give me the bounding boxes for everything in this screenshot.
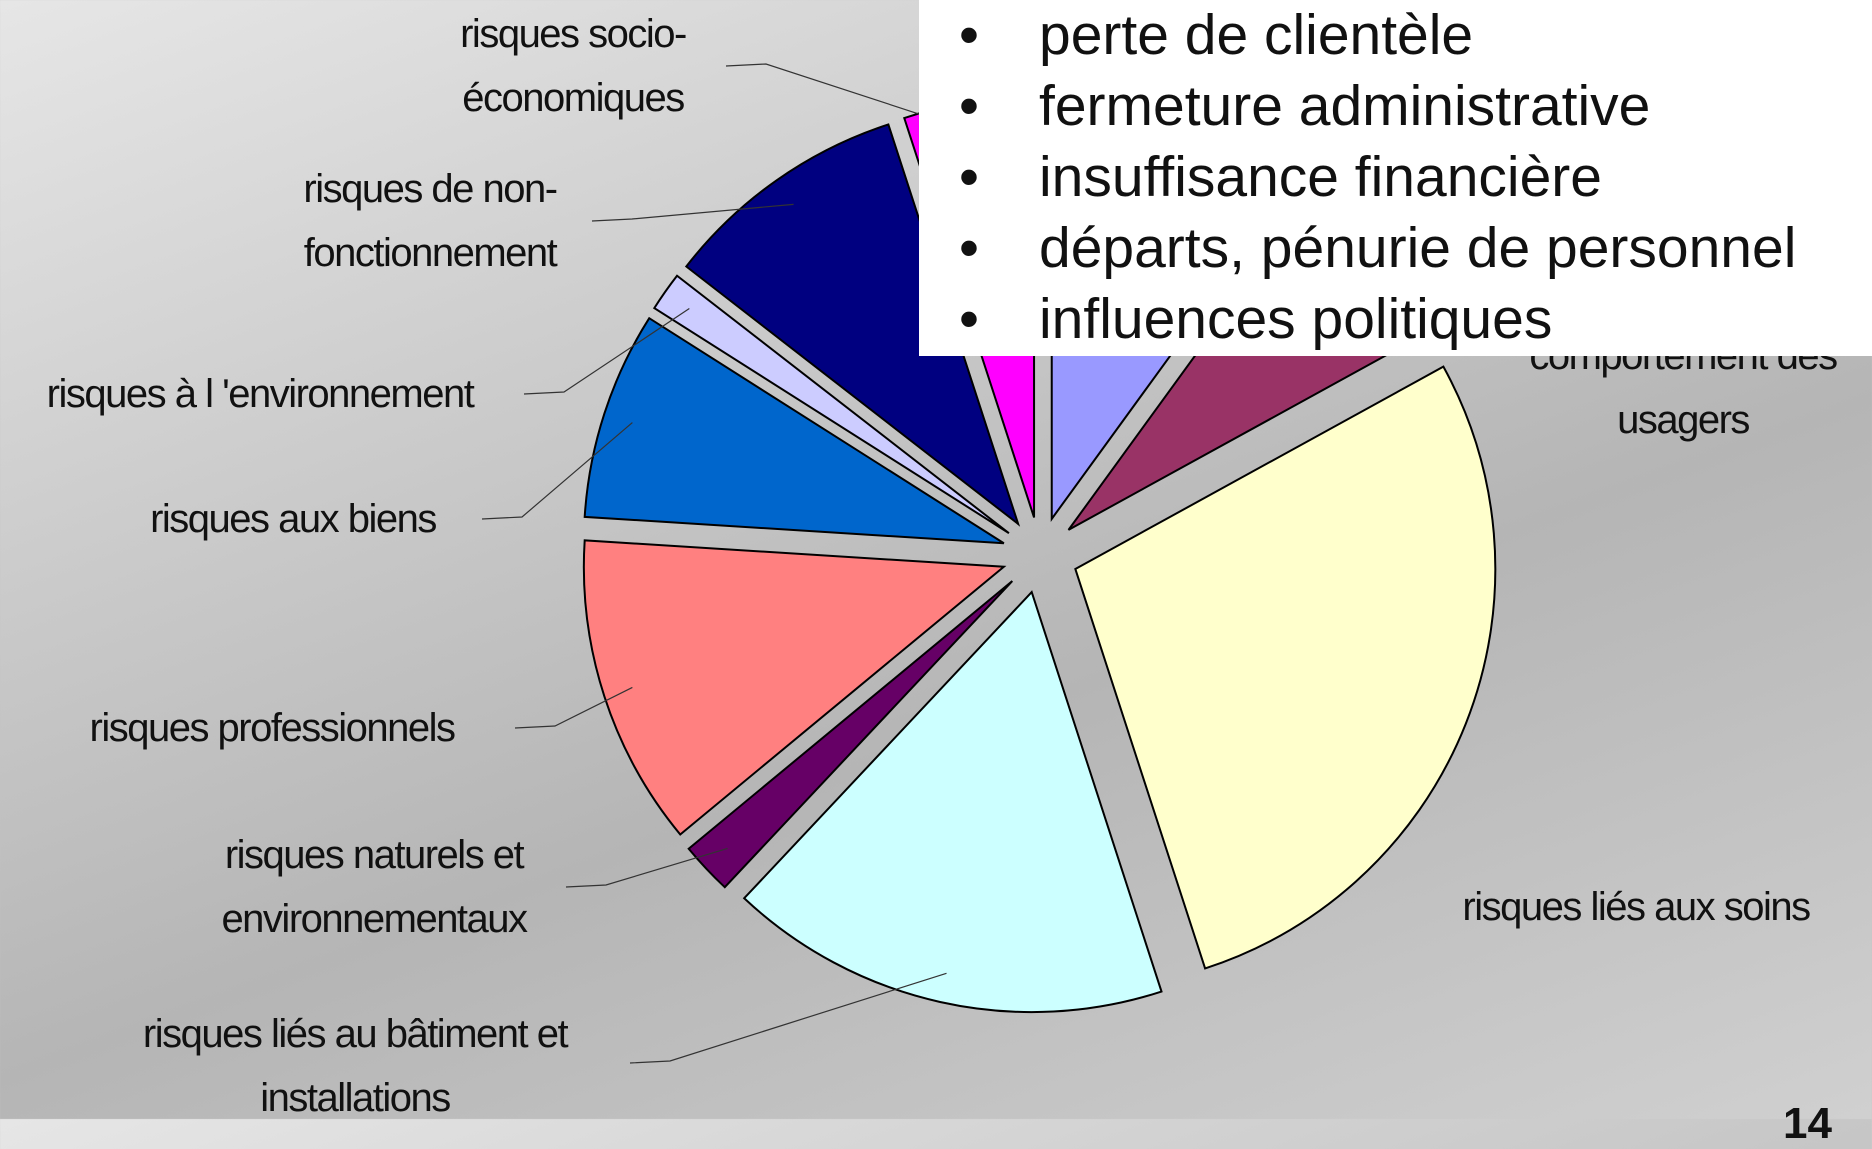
bullet-box: perte de clientèlefermeture administrati… [919, 0, 1872, 356]
slice-label: risques de non-fonctionnement [270, 157, 590, 285]
slice-label: risques liés au bâtiment et installation… [75, 1002, 635, 1130]
slice-label: risques naturels et environnementaux [164, 823, 584, 951]
bullet: fermeture administrative [1039, 71, 1872, 142]
bullet: influences politiques [1039, 284, 1872, 355]
slice-label: risques professionnels [52, 696, 492, 760]
bullet: perte de clientèle [1039, 0, 1872, 71]
bullet: insuffisance financière [1039, 142, 1872, 213]
slice-label: risques aux biens [93, 487, 493, 551]
slice-label: risques liés aux soins [1426, 875, 1846, 939]
page-number: 14 [1783, 1099, 1832, 1149]
slice-label: risques à l 'environnement [0, 362, 520, 426]
bullet-list: perte de clientèlefermeture administrati… [919, 0, 1872, 355]
bullet: départs, pénurie de personnel [1039, 213, 1872, 284]
slice-label: risques socio-économiques [423, 2, 723, 130]
